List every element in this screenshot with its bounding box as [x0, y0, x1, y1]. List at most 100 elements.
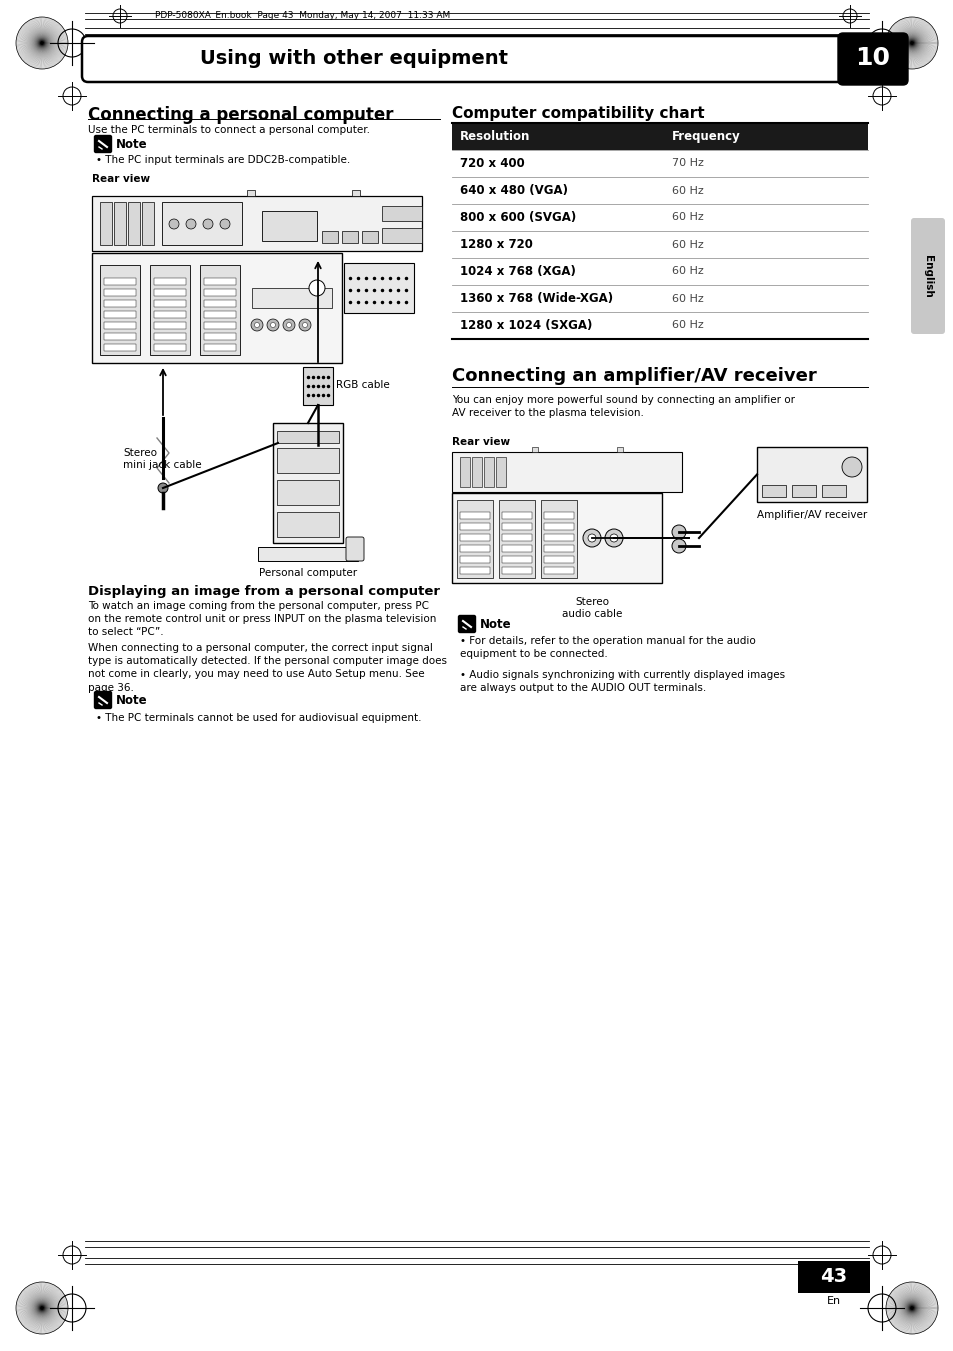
FancyBboxPatch shape — [837, 32, 907, 85]
Circle shape — [169, 219, 179, 230]
Text: Stereo
mini jack cable: Stereo mini jack cable — [123, 449, 201, 470]
Bar — [162, 203, 242, 245]
Text: Rear view: Rear view — [452, 436, 510, 447]
Circle shape — [220, 219, 230, 230]
FancyBboxPatch shape — [94, 135, 112, 153]
Text: 1024 x 768 (XGA): 1024 x 768 (XGA) — [459, 265, 576, 278]
Bar — [452, 123, 867, 150]
Bar — [100, 265, 140, 355]
Bar — [204, 311, 235, 317]
Bar — [150, 265, 190, 355]
Bar — [452, 453, 681, 492]
Bar — [543, 512, 574, 519]
Bar — [472, 457, 481, 486]
Circle shape — [158, 484, 168, 493]
FancyBboxPatch shape — [910, 218, 944, 334]
Circle shape — [283, 319, 294, 331]
Circle shape — [286, 323, 292, 327]
Text: 1280 x 720: 1280 x 720 — [459, 238, 533, 251]
Text: Frequency: Frequency — [671, 130, 740, 143]
Bar — [247, 190, 254, 196]
Bar — [153, 345, 186, 351]
Text: Displaying an image from a personal computer: Displaying an image from a personal comp… — [88, 585, 439, 598]
Circle shape — [203, 219, 213, 230]
Text: 60 Hz: 60 Hz — [671, 320, 703, 331]
Text: Amplifier/AV receiver: Amplifier/AV receiver — [756, 509, 866, 520]
Bar — [501, 557, 532, 563]
Bar — [262, 211, 316, 240]
Bar — [153, 332, 186, 340]
Text: Note: Note — [479, 617, 511, 631]
Bar — [501, 544, 532, 553]
Bar — [617, 447, 622, 453]
Text: Resolution: Resolution — [459, 130, 530, 143]
Bar — [204, 322, 235, 330]
Text: Connecting a personal computer: Connecting a personal computer — [88, 105, 393, 124]
Bar — [456, 500, 493, 578]
Circle shape — [671, 539, 685, 553]
Text: You can enjoy more powerful sound by connecting an amplifier or
AV receiver to t: You can enjoy more powerful sound by con… — [452, 394, 794, 419]
Text: 10: 10 — [855, 46, 889, 70]
Text: When connecting to a personal computer, the correct input signal
type is automat: When connecting to a personal computer, … — [88, 643, 447, 693]
Bar — [104, 289, 136, 296]
Bar — [361, 231, 377, 243]
Circle shape — [587, 534, 596, 542]
Bar — [257, 547, 357, 561]
Text: Personal computer: Personal computer — [258, 567, 356, 578]
FancyBboxPatch shape — [346, 536, 364, 561]
Bar — [153, 289, 186, 296]
Bar — [100, 203, 112, 245]
Bar — [501, 512, 532, 519]
Text: 640 x 480 (VGA): 640 x 480 (VGA) — [459, 184, 567, 197]
Text: 800 x 600 (SVGA): 800 x 600 (SVGA) — [459, 211, 576, 224]
Circle shape — [604, 530, 622, 547]
Bar — [483, 457, 494, 486]
Bar — [104, 278, 136, 285]
Bar — [496, 457, 505, 486]
Text: 1280 x 1024 (SXGA): 1280 x 1024 (SXGA) — [459, 319, 592, 332]
Bar — [341, 231, 357, 243]
Text: Note: Note — [116, 693, 148, 707]
Text: En: En — [826, 1296, 841, 1306]
Bar — [104, 345, 136, 351]
Circle shape — [671, 526, 685, 539]
Text: 1360 x 768 (Wide-XGA): 1360 x 768 (Wide-XGA) — [459, 292, 613, 305]
Bar — [821, 485, 845, 497]
Bar — [273, 423, 343, 543]
Circle shape — [841, 457, 862, 477]
Bar — [543, 567, 574, 574]
Bar — [501, 523, 532, 530]
FancyBboxPatch shape — [458, 616, 475, 632]
FancyBboxPatch shape — [82, 36, 848, 82]
Text: • Audio signals synchronizing with currently displayed images
are always output : • Audio signals synchronizing with curre… — [459, 670, 784, 693]
Bar — [459, 544, 490, 553]
Bar — [501, 567, 532, 574]
Bar — [153, 322, 186, 330]
Circle shape — [609, 534, 618, 542]
Text: PDP-5080XA_En.book  Page 43  Monday, May 14, 2007  11:33 AM: PDP-5080XA_En.book Page 43 Monday, May 1… — [154, 12, 450, 20]
Bar — [104, 300, 136, 307]
Text: Use the PC terminals to connect a personal computer.: Use the PC terminals to connect a person… — [88, 126, 370, 135]
Bar — [204, 300, 235, 307]
Bar — [459, 512, 490, 519]
Bar — [757, 447, 866, 503]
Text: To watch an image coming from the personal computer, press PC
on the remote cont: To watch an image coming from the person… — [88, 601, 436, 638]
Text: Computer compatibility chart: Computer compatibility chart — [452, 105, 704, 122]
Bar — [322, 231, 337, 243]
Bar — [91, 253, 341, 363]
Text: 720 x 400: 720 x 400 — [459, 157, 524, 170]
Circle shape — [582, 530, 600, 547]
Text: 60 Hz: 60 Hz — [671, 185, 703, 196]
Text: Using with other equipment: Using with other equipment — [200, 49, 507, 68]
Bar — [381, 228, 421, 243]
Bar — [200, 265, 240, 355]
Bar — [276, 449, 338, 473]
Bar — [153, 278, 186, 285]
Circle shape — [309, 280, 325, 296]
Bar — [459, 534, 490, 540]
Text: • The PC terminals cannot be used for audiovisual equipment.: • The PC terminals cannot be used for au… — [96, 713, 421, 723]
Bar — [498, 500, 535, 578]
Circle shape — [302, 323, 307, 327]
Text: RGB cable: RGB cable — [335, 380, 390, 390]
Text: Rear view: Rear view — [91, 174, 150, 184]
